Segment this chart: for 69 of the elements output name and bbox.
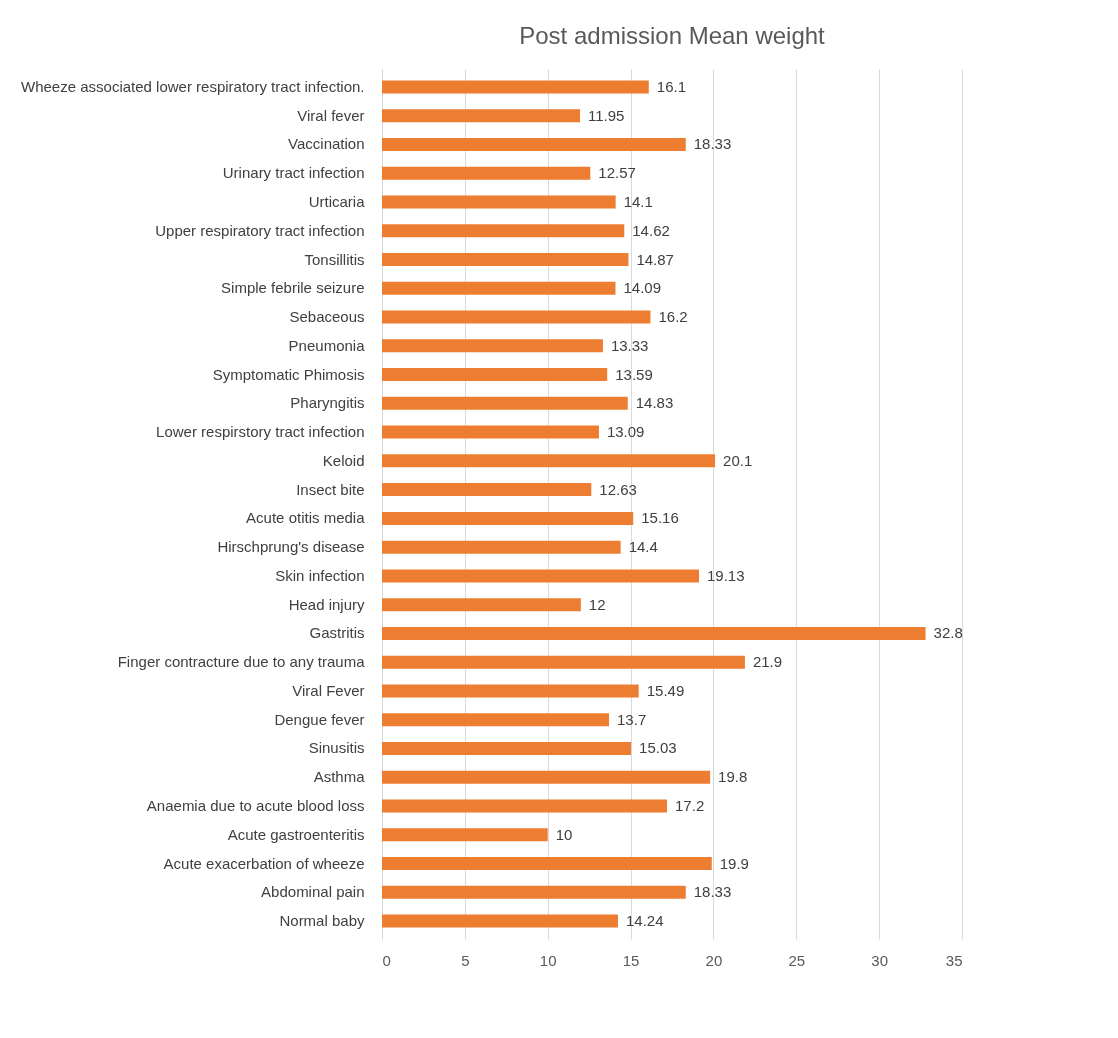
x-tick-label: 25 <box>788 951 806 969</box>
y-tick-label: Finger contracture due to any trauma <box>117 653 366 671</box>
data-label: 19.9 <box>719 854 749 872</box>
data-label: 15.03 <box>639 739 677 757</box>
y-tick-label: Urinary tract infection <box>222 164 365 182</box>
y-tick-label: Dengue fever <box>274 710 365 728</box>
y-tick-label: Normal baby <box>279 912 365 930</box>
data-label: 18.33 <box>693 135 732 153</box>
data-label: 13.09 <box>606 423 645 441</box>
data-label: 14.1 <box>623 193 653 211</box>
data-label: 14.87 <box>636 250 674 268</box>
x-tick-label: 10 <box>539 951 557 969</box>
data-label: 12.57 <box>598 164 636 182</box>
data-label: 32.8 <box>933 624 963 642</box>
data-label: 19.13 <box>707 566 745 584</box>
y-tick-label: Skin infection <box>275 566 365 584</box>
y-tick-label: Simple febrile seizure <box>221 279 365 297</box>
data-label: 16.2 <box>658 308 688 326</box>
y-tick-label: Vaccination <box>288 135 365 153</box>
data-label: 17.2 <box>675 796 705 814</box>
y-tick-label: Gastritis <box>309 624 365 642</box>
data-label: 19.8 <box>718 768 748 786</box>
data-label: 13.33 <box>610 336 649 354</box>
y-tick-label: Viral fever <box>297 106 365 124</box>
y-tick-label: Anaemia due to acute blood loss <box>146 796 365 814</box>
data-label: 14.83 <box>635 394 674 412</box>
data-label: 14.4 <box>628 538 658 556</box>
data-label: 21.9 <box>752 653 783 671</box>
y-tick-label: Keloid <box>322 451 365 469</box>
x-tick-label: 0 <box>382 951 391 969</box>
y-tick-label: Urticaria <box>308 193 366 211</box>
y-tick-label: Viral Fever <box>292 681 365 699</box>
x-tick-label: 35 <box>945 951 963 969</box>
y-tick-label: Upper respiratory tract infection <box>155 221 365 239</box>
data-label: 11.95 <box>588 106 625 124</box>
y-tick-label: Head injury <box>288 595 365 613</box>
x-tick-label: 20 <box>705 951 723 969</box>
y-tick-label: Tonsillitis <box>304 250 365 268</box>
data-label: 13.7 <box>617 710 647 728</box>
y-tick-label: Abdominal pain <box>261 883 365 901</box>
y-tick-label: Acute gastroenteritis <box>227 825 365 843</box>
data-label: 14.09 <box>623 279 662 297</box>
y-tick-label: Symptomatic Phimosis <box>212 365 365 383</box>
y-tick-label: Sebaceous <box>289 308 365 326</box>
y-tick-label: Lower respirstory tract infection <box>156 423 365 441</box>
data-label: 18.33 <box>693 883 732 901</box>
y-tick-label: Pharyngitis <box>290 394 365 412</box>
data-label: 16.1 <box>656 77 686 95</box>
data-label: 14.62 <box>632 221 670 239</box>
data-label: 14.24 <box>625 912 664 930</box>
chart-title: Post admission Mean weight <box>519 22 826 49</box>
x-tick-label: 30 <box>871 951 888 969</box>
data-label: 12 <box>588 595 606 613</box>
data-label: 15.49 <box>646 681 685 699</box>
y-tick-label: Pneumonia <box>288 336 366 354</box>
y-tick-label: Hirschprung's disease <box>217 538 365 556</box>
data-label: 15.16 <box>641 509 679 527</box>
data-label: 20.1 <box>723 451 753 469</box>
data-label: 13.59 <box>615 365 653 383</box>
y-tick-label: Sinusitis <box>308 739 365 757</box>
data-label: 12.63 <box>599 480 637 498</box>
x-tick-label: 5 <box>461 951 470 969</box>
y-tick-label: Acute exacerbation of wheeze <box>163 854 365 872</box>
y-tick-label: Acute otitis media <box>246 509 366 527</box>
y-tick-label: Insect bite <box>296 480 365 498</box>
y-tick-label: Asthma <box>313 768 366 786</box>
y-tick-label: Wheeze associated lower respiratory tract infection. <box>21 77 365 95</box>
data-label: 10 <box>555 825 573 843</box>
x-tick-label: 15 <box>622 951 640 969</box>
